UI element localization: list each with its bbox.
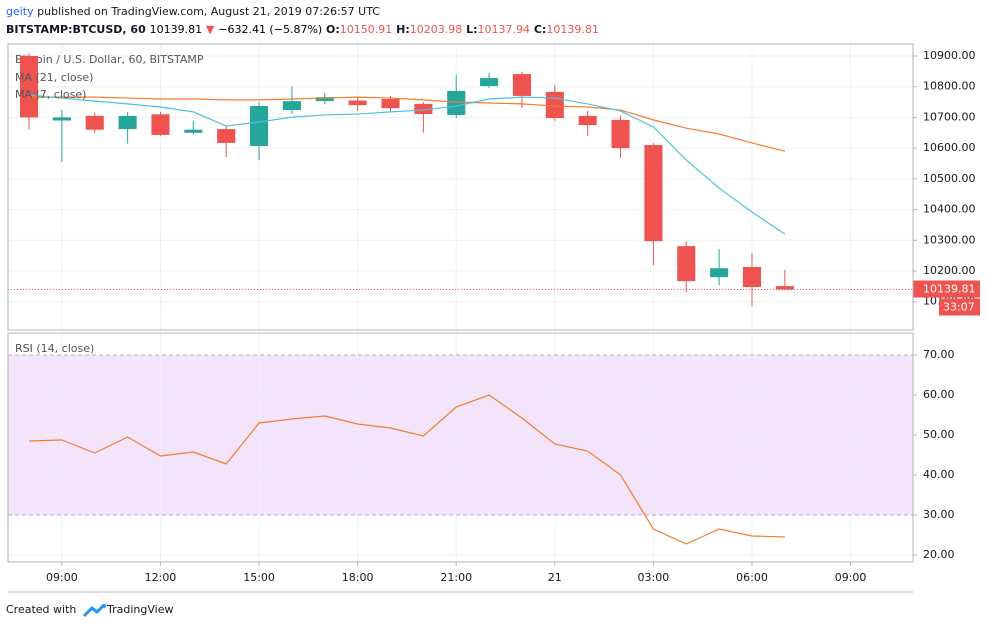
legend-entry: MA (21, close) (15, 71, 93, 84)
x-tick-label: 15:00 (243, 571, 275, 584)
candle-body (710, 268, 729, 278)
footer-brand[interactable]: TradingView (106, 603, 173, 616)
candle-body (217, 129, 236, 143)
y-tick-label: 20.00 (923, 548, 955, 561)
publisher[interactable]: geity (6, 5, 34, 18)
candle-body (775, 286, 794, 290)
last-price-box (913, 280, 980, 298)
tradingview-logo (82, 603, 106, 618)
ohlc-key: O: (326, 23, 340, 36)
pane-title: RSI (14, close) (15, 342, 94, 355)
ohlc-value: 10137.94 (478, 23, 531, 36)
candle-body (19, 55, 39, 118)
candle-body (545, 91, 564, 119)
candle-body (447, 91, 466, 115)
candle-body (282, 101, 301, 111)
ohlc-key: H: (396, 23, 410, 36)
price-pane-border (7, 43, 914, 331)
ohlc-value: 10139.81 (546, 23, 599, 36)
candle-body (611, 119, 630, 149)
y-tick-label: 10600.00 (923, 141, 976, 154)
header-line-2: BITSTAMP:BTCUSD, 60 10139.81 ▼ −632.41 (… (6, 23, 599, 36)
symbol: BITSTAMP:BTCUSD, 60 (6, 23, 146, 36)
x-tick-label: 21:00 (440, 571, 472, 584)
y-tick-label: 10300.00 (923, 233, 976, 246)
countdown-box (939, 298, 980, 316)
ohlc-value: 10150.91 (340, 23, 393, 36)
candle-body (644, 145, 663, 242)
x-tick-label: 06:00 (736, 571, 768, 584)
y-tick-label: 10900.00 (923, 49, 976, 62)
last-price-label: 10139.81 (923, 283, 976, 296)
y-tick-label: 10400.00 (923, 203, 976, 216)
line-series (28, 94, 786, 235)
logo-dot (102, 604, 106, 608)
candle-body (184, 129, 203, 133)
y-tick-label: 30.00 (923, 508, 955, 521)
panes: 10100.0010200.0010300.0010400.0010500.00… (8, 44, 980, 584)
rsi-pane-border (7, 332, 914, 563)
footer-created: Created with (6, 603, 76, 616)
candle-body (677, 246, 696, 282)
x-tick-label: 18:00 (342, 571, 374, 584)
candle-body (315, 97, 334, 102)
x-tick-label: 03:00 (638, 571, 670, 584)
candle-body (512, 74, 531, 96)
y-tick-label: 40.00 (923, 468, 955, 481)
change: −632.41 (−5.87%) (218, 23, 322, 36)
candle-body (414, 103, 433, 115)
ohlc-value: 10203.98 (410, 23, 463, 36)
logo-icon (82, 603, 106, 618)
ohlc-key: L: (466, 23, 477, 36)
y-tick-label: 70.00 (923, 348, 955, 361)
legend-entry: MA (7, close) (15, 88, 86, 101)
y-tick-label: 10800.00 (923, 80, 976, 93)
candle-body (250, 106, 269, 146)
last: 10139.81 (150, 23, 203, 36)
candle-body (742, 267, 762, 287)
candle-body (578, 115, 597, 126)
candle-body (381, 98, 400, 109)
ohlc-key: C: (534, 23, 546, 36)
candle-body (480, 78, 499, 87)
candle-body (151, 114, 170, 135)
candle-body (348, 100, 367, 106)
header-line-1: geity published on TradingView.com, Augu… (6, 5, 380, 18)
x-tick-label: 09:00 (835, 571, 867, 584)
candle-body (118, 115, 137, 130)
published: published on TradingView.com, August 21,… (37, 5, 380, 18)
line-series (29, 394, 785, 545)
x-tick-label: 21 (548, 571, 562, 584)
line-series (29, 96, 785, 152)
countdown-label: 33:07 (943, 301, 975, 314)
y-tick-label: 10700.00 (923, 110, 976, 123)
x-tick-label: 09:00 (46, 571, 78, 584)
y-tick-label: 60.00 (923, 388, 955, 401)
pane-title: Bitcoin / U.S. Dollar, 60, BITSTAMP (15, 53, 204, 66)
y-tick-label: 10200.00 (923, 264, 976, 277)
candle-body (85, 115, 104, 130)
y-tick-label: 10500.00 (923, 172, 976, 185)
x-tick-label: 12:00 (145, 571, 177, 584)
candle-body (52, 117, 71, 121)
y-tick-label: 50.00 (923, 428, 955, 441)
arrow: ▼ (206, 23, 215, 36)
